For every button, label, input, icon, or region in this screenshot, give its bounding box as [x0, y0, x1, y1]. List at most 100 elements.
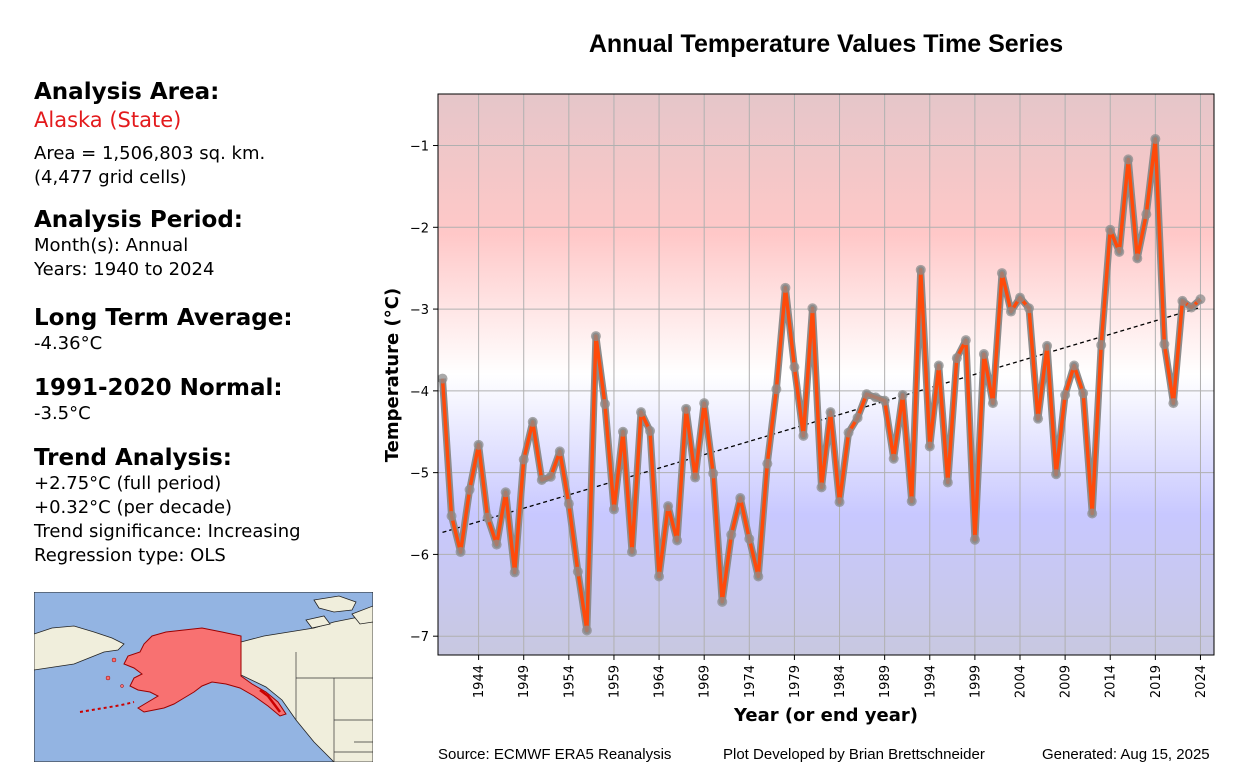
data-point: [1051, 469, 1062, 480]
data-point: [1005, 306, 1016, 317]
lta-heading: Long Term Average:: [34, 305, 293, 331]
data-point: [753, 571, 764, 582]
y-tick-label: −5: [410, 467, 429, 482]
data-point: [554, 446, 565, 457]
data-point: [645, 425, 656, 436]
data-point: [509, 567, 520, 578]
data-point: [536, 474, 547, 485]
x-tick-label: 1964: [653, 665, 668, 698]
data-point: [1132, 253, 1143, 264]
data-point: [1033, 413, 1044, 424]
data-point: [780, 282, 791, 293]
data-point: [699, 398, 710, 409]
series-group: [437, 133, 1206, 636]
data-point: [762, 458, 773, 469]
data-point: [1123, 154, 1134, 165]
normal-heading: 1991-2020 Normal:: [34, 375, 283, 401]
data-point: [879, 395, 890, 406]
data-point: [599, 398, 610, 409]
x-tick-label: 2009: [1059, 665, 1074, 698]
data-point: [1096, 340, 1107, 351]
data-point: [545, 471, 556, 482]
lta-value: -4.36°C: [34, 333, 103, 354]
data-point: [1168, 398, 1179, 409]
data-point: [1150, 133, 1161, 144]
y-tick-label: −7: [410, 630, 429, 645]
data-point: [690, 472, 701, 483]
data-point: [852, 412, 863, 423]
x-tick-label: 2014: [1104, 665, 1119, 698]
period-heading: Analysis Period:: [34, 207, 243, 233]
data-point: [572, 566, 583, 577]
data-point: [1060, 389, 1071, 400]
data-point: [1042, 340, 1053, 351]
data-point: [482, 512, 493, 523]
area-heading: Analysis Area:: [34, 79, 220, 105]
y-tick-label: −2: [410, 221, 429, 236]
data-point: [942, 477, 953, 488]
data-point: [951, 353, 962, 364]
x-tick-label: 1944: [472, 665, 487, 698]
area-size: Area = 1,506,803 sq. km.: [34, 143, 266, 164]
data-point: [924, 441, 935, 452]
footer-generated: Generated: Aug 15, 2025: [1042, 746, 1210, 763]
data-point: [527, 416, 538, 427]
data-point: [933, 360, 944, 371]
plot-area: [438, 94, 1214, 655]
alaska-region: [123, 627, 287, 717]
data-point: [681, 403, 692, 414]
data-point: [654, 571, 665, 582]
x-tick-label: 1984: [833, 665, 848, 698]
data-point: [888, 453, 899, 464]
data-point: [627, 546, 637, 557]
y-tick-label: −3: [410, 303, 429, 318]
data-point: [1186, 302, 1197, 313]
gridlines: [438, 94, 1214, 655]
data-point: [789, 362, 800, 373]
data-point: [455, 546, 466, 557]
data-point: [708, 468, 719, 479]
data-point: [1141, 209, 1152, 220]
data-point: [1195, 294, 1206, 305]
analysis-panel: Analysis Area: Alaska (State) Area = 1,5…: [34, 0, 394, 568]
trend-full: +2.75°C (full period): [34, 473, 222, 494]
x-tick-label: 1959: [607, 665, 622, 698]
data-point: [960, 335, 971, 346]
x-tick-label: 1974: [743, 665, 758, 698]
data-point: [717, 596, 728, 607]
data-point: [978, 349, 989, 360]
data-point: [1087, 508, 1098, 519]
normal-value: -3.5°C: [34, 403, 91, 424]
data-point: [996, 268, 1007, 279]
x-tick-label: 1979: [788, 665, 803, 698]
footer-source: Source: ECMWF ERA5 Reanalysis: [438, 746, 672, 763]
data-point: [834, 497, 845, 508]
data-point: [617, 426, 628, 437]
data-point: [608, 504, 619, 515]
data-point: [473, 439, 484, 450]
x-tick-label: 2019: [1149, 665, 1164, 698]
area-name: Alaska (State): [34, 108, 182, 132]
temperature-chart: 1944 1949 1954 1959 1964 1969 1974 1979 1984 1989…: [382, 93, 1215, 726]
x-tick-label: 1989: [878, 665, 893, 698]
x-tick-label: 1994: [923, 665, 938, 698]
data-point: [672, 535, 683, 546]
x-tick-label: 1954: [562, 665, 577, 698]
data-point: [1177, 295, 1188, 306]
data-point: [807, 303, 818, 314]
data-point: [861, 389, 872, 400]
data-point: [1024, 303, 1035, 314]
y-tick-label: −1: [410, 140, 429, 155]
data-point: [816, 482, 827, 493]
x-tick-label: 1949: [517, 665, 532, 698]
trend-decade: +0.32°C (per decade): [34, 497, 233, 518]
data-point: [437, 373, 448, 384]
data-point: [563, 498, 574, 509]
data-point: [726, 529, 737, 540]
data-point: [1078, 388, 1089, 399]
data-point: [1105, 224, 1116, 235]
data-point: [897, 389, 908, 400]
data-point: [906, 496, 917, 507]
data-point: [464, 484, 475, 495]
data-point: [518, 454, 529, 465]
